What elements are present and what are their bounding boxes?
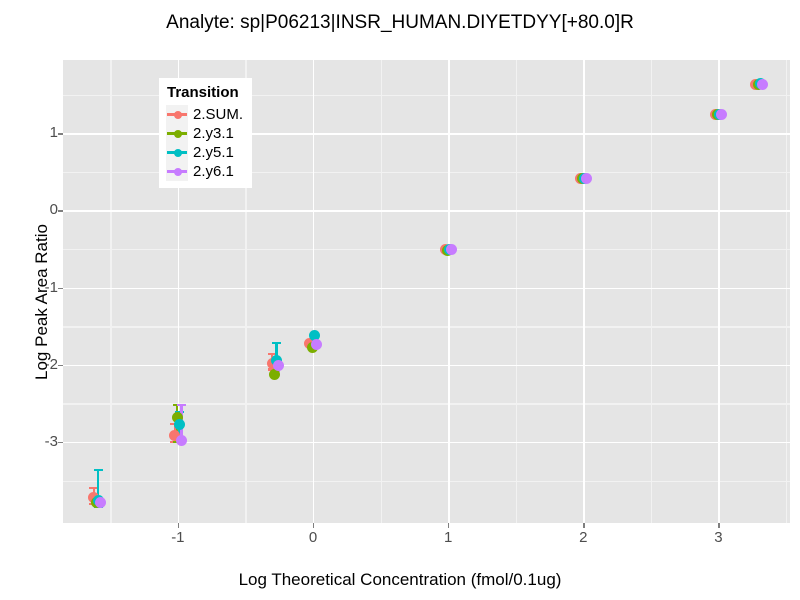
- gridline-major-vertical: [583, 60, 585, 523]
- data-point: [446, 244, 458, 256]
- y-axis-tick-label: -3: [44, 432, 58, 450]
- legend-item-label: 2.SUM.: [193, 106, 244, 123]
- x-axis-tick-label: 3: [714, 529, 723, 546]
- gridline-minor-horizontal: [63, 403, 790, 405]
- error-bar: [97, 469, 100, 507]
- legend-item-2-y3-1[interactable]: 2.y3.1: [166, 124, 243, 143]
- gridline-minor-horizontal: [63, 480, 790, 482]
- legend-key-icon: [166, 124, 188, 143]
- error-bar-cap: [89, 487, 99, 490]
- y-axis-tick: [58, 364, 63, 367]
- gridline-minor-vertical: [245, 60, 247, 523]
- legend-title: Transition: [167, 84, 239, 101]
- y-axis-tick: [58, 210, 63, 212]
- data-point: [308, 329, 320, 341]
- data-point: [173, 418, 185, 430]
- page-title: Analyte: sp|P06213|INSR_HUMAN.DIYETDYY[+…: [166, 12, 634, 33]
- gridline-minor-vertical: [785, 60, 788, 523]
- y-axis-tick-label: -1: [44, 278, 58, 296]
- legend-item-2-y5-1[interactable]: 2.y5.1: [166, 143, 243, 162]
- gridline-minor-vertical: [650, 60, 653, 523]
- data-point: [273, 360, 285, 372]
- legend: Transition 2.SUM. 2.y3.1 2.y5.1 2.y6.1: [159, 78, 253, 188]
- gridline-major-vertical: [177, 60, 180, 523]
- gridline-minor-horizontal: [63, 171, 790, 174]
- legend-key-icon: [166, 105, 188, 124]
- x-axis-tick: [177, 523, 180, 528]
- x-axis-tick: [312, 523, 315, 528]
- legend-key-icon: [166, 143, 188, 162]
- error-bar-cap: [93, 468, 103, 471]
- x-axis-tick-label: 0: [308, 529, 318, 546]
- gridline-major-vertical: [312, 60, 315, 523]
- gridline-minor-vertical: [380, 60, 382, 523]
- data-point: [171, 411, 183, 423]
- x-axis-tick-label: 2: [579, 529, 588, 546]
- legend-item-label: 2.y3.1: [193, 125, 234, 142]
- data-point: [269, 368, 281, 380]
- error-bar-cap: [267, 352, 277, 356]
- error-bar-cap: [272, 342, 282, 345]
- legend-item-2-sum-[interactable]: 2.SUM.: [166, 105, 243, 124]
- gridline-major-vertical: [718, 60, 720, 523]
- gridline-major-vertical: [448, 60, 450, 523]
- x-axis-tick: [448, 523, 450, 528]
- y-axis-tick: [58, 287, 63, 289]
- gridline-major-horizontal: [63, 210, 790, 212]
- data-point: [311, 339, 323, 351]
- data-point: [169, 429, 181, 441]
- error-bar-cap: [176, 403, 186, 407]
- data-point: [581, 173, 593, 185]
- gridline-minor-horizontal: [63, 249, 790, 251]
- x-axis-title: Log Theoretical Concentration (fmol/0.1u…: [238, 570, 562, 589]
- data-point: [716, 108, 728, 120]
- x-axis-tick: [718, 523, 720, 528]
- legend-key-icon: [166, 162, 188, 181]
- gridline-major-horizontal: [63, 133, 790, 135]
- y-axis-tick-label: 1: [49, 124, 58, 142]
- y-axis-title: Log Peak Area Ratio: [32, 224, 51, 380]
- gridline-minor-horizontal: [63, 94, 790, 97]
- legend-item-label: 2.y5.1: [193, 144, 234, 161]
- gridline-minor-horizontal: [63, 326, 790, 328]
- x-axis-tick: [583, 523, 585, 528]
- y-axis-tick: [58, 441, 63, 444]
- gridline-minor-vertical: [515, 60, 518, 523]
- data-point: [175, 434, 187, 446]
- gridline-major-horizontal: [63, 364, 790, 367]
- legend-item-2-y6-1[interactable]: 2.y6.1: [166, 162, 243, 181]
- legend-item-label: 2.y6.1: [193, 163, 234, 180]
- y-axis-tick-label: -2: [44, 355, 58, 373]
- x-axis-tick-label: -1: [171, 529, 185, 546]
- legend-items: 2.SUM. 2.y3.1 2.y5.1 2.y6.1: [166, 105, 243, 181]
- gridline-major-horizontal: [63, 441, 790, 444]
- y-axis-tick-label: 0: [49, 201, 58, 219]
- data-point: [757, 79, 769, 91]
- x-axis-tick-label: 1: [443, 529, 453, 546]
- data-point: [94, 497, 106, 509]
- gridline-minor-vertical: [110, 60, 112, 523]
- y-axis-tick: [58, 133, 63, 135]
- gridline-major-horizontal: [63, 287, 790, 290]
